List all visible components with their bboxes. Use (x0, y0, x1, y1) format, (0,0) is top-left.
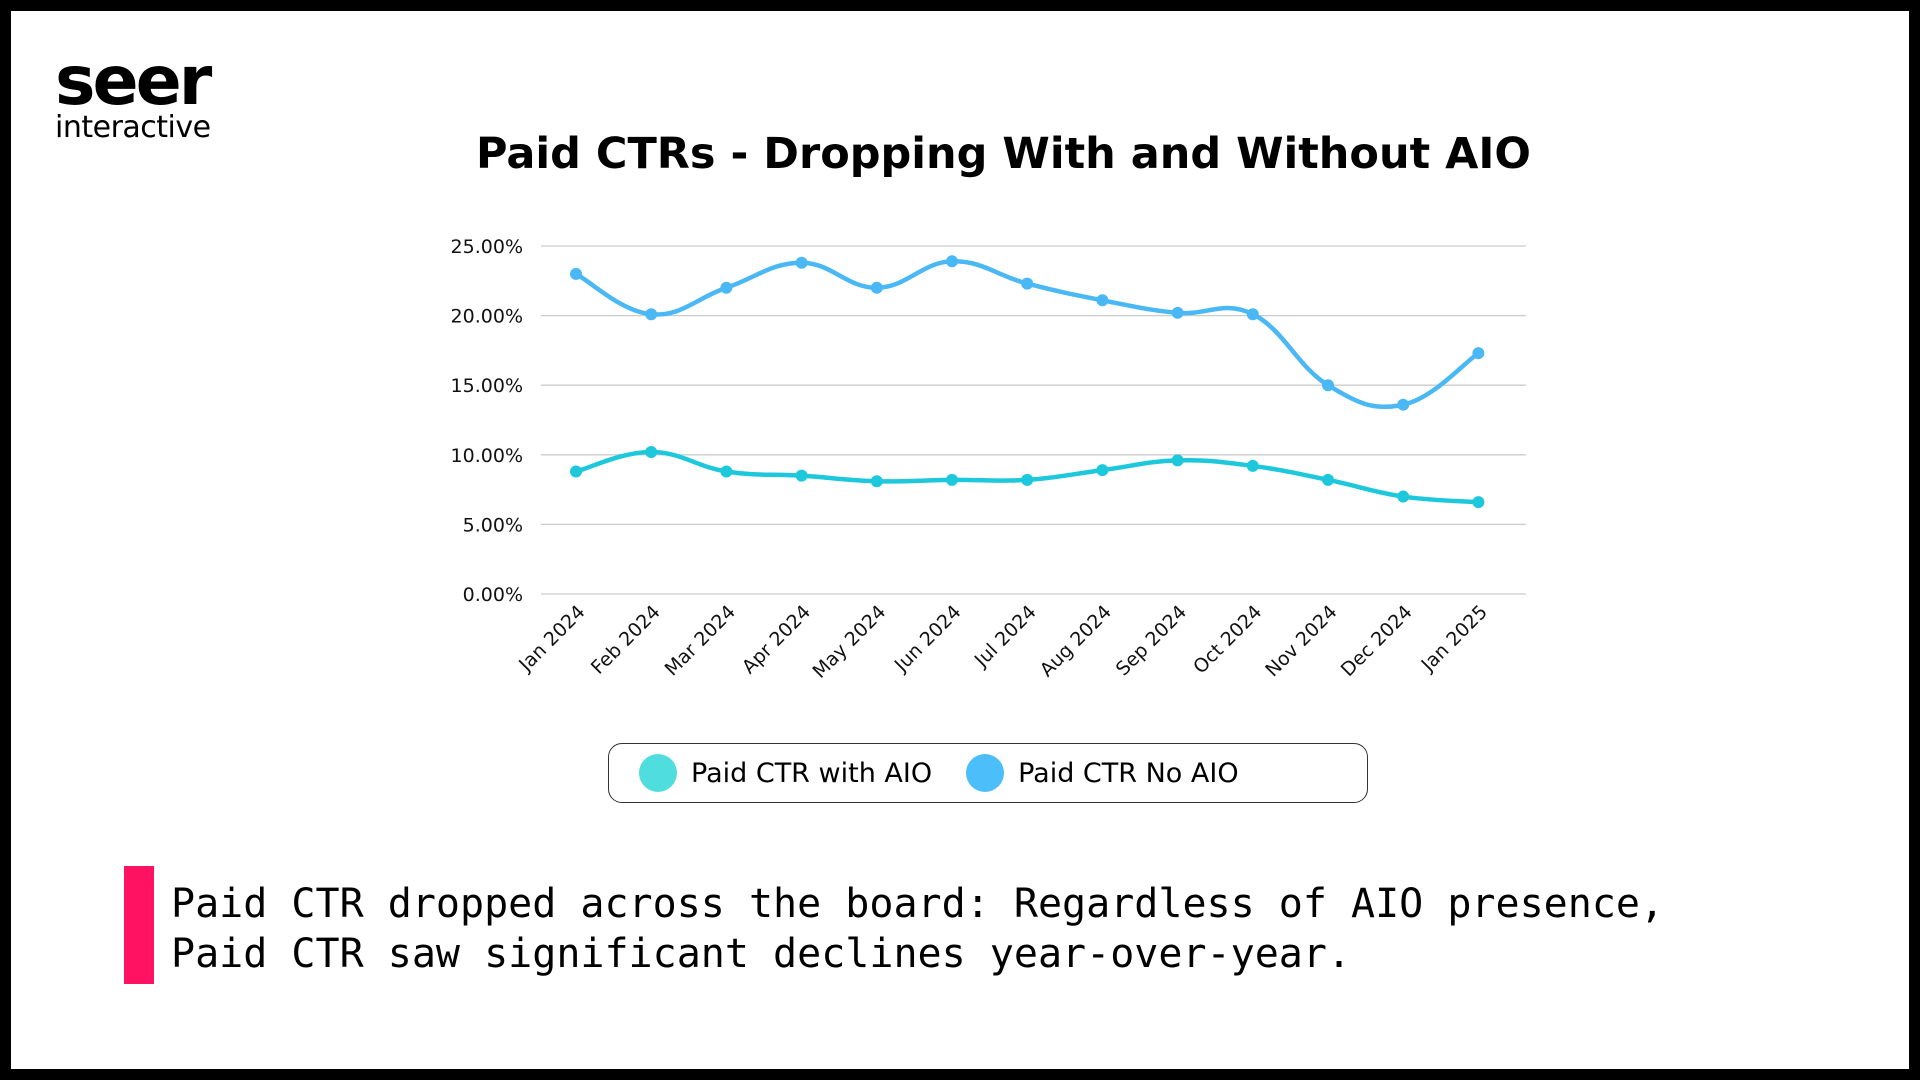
data-point-with-aio (1021, 473, 1034, 486)
y-tick-label: 15.00% (451, 375, 523, 397)
takeaway-line-1: Paid CTR dropped across the board: Regar… (171, 881, 1665, 927)
data-point-with-aio (870, 475, 883, 488)
data-point-no-aio (870, 281, 883, 294)
data-point-no-aio (795, 256, 808, 269)
chart-legend: Paid CTR with AIO Paid CTR No AIO (608, 743, 1368, 803)
data-point-with-aio (795, 469, 808, 482)
y-tick-label: 25.00% (451, 236, 523, 258)
x-tick-label: Mar 2024 (661, 601, 740, 680)
data-point-with-aio (1322, 473, 1334, 486)
y-tick-label: 0.00% (463, 584, 523, 606)
legend-item-no-aio: Paid CTR No AIO (966, 754, 1239, 792)
data-point-no-aio (1472, 347, 1485, 360)
legend-swatch-with-aio (639, 754, 677, 792)
x-tick-label: Aug 2024 (1036, 601, 1116, 681)
data-point-no-aio (1171, 306, 1184, 319)
y-tick-label: 10.00% (451, 445, 523, 467)
data-point-no-aio (720, 281, 733, 294)
data-point-with-aio (720, 465, 733, 478)
x-tick-label: Nov 2024 (1261, 601, 1341, 681)
x-tick-label: Oct 2024 (1189, 601, 1266, 678)
chart-series (570, 255, 1485, 509)
legend-label-no-aio: Paid CTR No AIO (1018, 757, 1239, 789)
data-point-with-aio (645, 446, 658, 459)
data-point-with-aio (1246, 459, 1259, 472)
x-tick-label: Feb 2024 (587, 601, 665, 679)
data-point-with-aio (1096, 464, 1109, 477)
legend-swatch-no-aio (966, 754, 1005, 792)
y-tick-label: 20.00% (451, 306, 523, 328)
data-point-with-aio (570, 465, 582, 478)
data-point-with-aio (946, 473, 958, 486)
line-chart: 0.00% 5.00% 10.00% 15.00% 20.00% 25.00% Jan 2… (451, 236, 1526, 683)
chart-title: Paid CTRs - Dropping With and Without AI… (476, 129, 1531, 179)
data-point-no-aio (1021, 277, 1034, 290)
x-tick-label: Jun 2024 (890, 601, 966, 677)
logo-tagline: interactive (55, 110, 211, 145)
x-tick-label: Jan 2025 (1416, 601, 1491, 676)
data-point-with-aio (1472, 496, 1485, 509)
data-point-no-aio (570, 267, 582, 280)
x-tick-label: May 2024 (809, 601, 891, 683)
slide: seer interactive Paid CTRs - Dropping Wi… (11, 11, 1909, 1069)
logo-wordmark: seer (55, 42, 212, 121)
data-point-with-aio (1171, 454, 1184, 467)
takeaway-note: Paid CTR dropped across the board: Regar… (171, 879, 1664, 979)
data-point-no-aio (946, 255, 958, 268)
seer-logo: seer interactive (55, 42, 212, 145)
y-axis-ticks: 0.00% 5.00% 10.00% 15.00% 20.00% 25.00% (451, 236, 523, 606)
accent-bar (124, 866, 154, 984)
legend-item-with-aio: Paid CTR with AIO (639, 754, 932, 792)
data-point-no-aio (1096, 294, 1109, 307)
x-tick-label: Dec 2024 (1337, 601, 1417, 681)
takeaway-line-2: Paid CTR saw significant declines year-o… (171, 931, 1352, 977)
data-point-no-aio (1322, 379, 1334, 392)
y-tick-label: 5.00% (463, 514, 523, 536)
x-tick-label: Sep 2024 (1112, 601, 1191, 680)
legend-label-with-aio: Paid CTR with AIO (691, 757, 933, 789)
x-tick-label: Jan 2024 (514, 601, 589, 676)
data-point-no-aio (1246, 308, 1259, 321)
data-point-no-aio (1397, 398, 1410, 411)
data-point-with-aio (1397, 490, 1410, 503)
chart-gridlines (541, 245, 1526, 595)
data-point-no-aio (645, 308, 658, 321)
x-tick-label: Jul 2024 (970, 601, 1041, 672)
x-tick-label: Apr 2024 (738, 601, 815, 678)
